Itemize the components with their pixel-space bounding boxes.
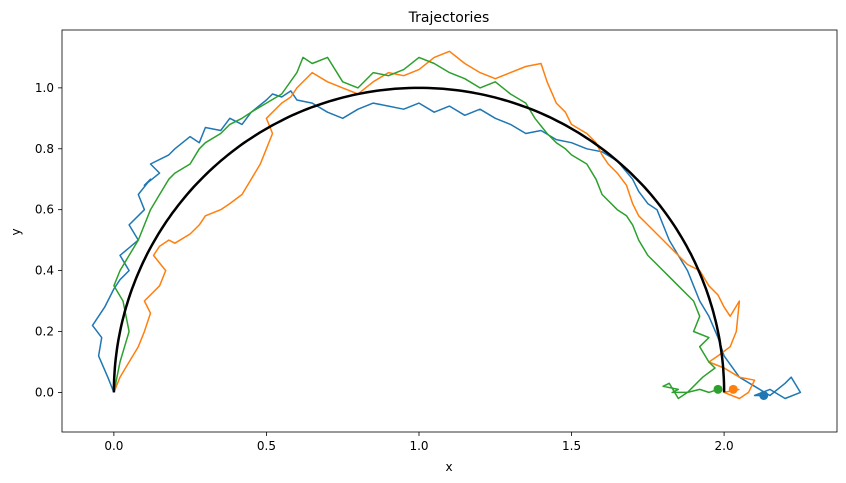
x-tick-label: 2.0 (715, 439, 734, 453)
trajectory-line-2 (113, 50, 756, 400)
y-tick-label: 0.6 (35, 203, 54, 217)
y-tick-label: 0.0 (35, 385, 54, 399)
x-tick-label: 0.5 (257, 439, 276, 453)
x-tick-label: 1.0 (409, 439, 428, 453)
y-tick-label: 0.2 (35, 325, 54, 339)
chart-title: Trajectories (408, 10, 490, 26)
y-tick-label: 1.0 (35, 81, 54, 95)
plot-area: 0.0 0.5 1.0 1.5 2.0 0.0 0.2 0.4 0.6 0.8 1.0 (35, 29, 838, 453)
endpoint-marker-2 (728, 384, 738, 394)
trajectory-line-1 (91, 90, 802, 400)
trajectory-line-3 (113, 56, 719, 400)
reference-semicircle (112, 86, 726, 393)
y-tick-label: 0.4 (35, 264, 54, 278)
y-axis-label: y (9, 228, 23, 235)
plot-frame (61, 29, 838, 433)
endpoint-marker-3 (713, 384, 723, 394)
x-tick-label: 0.0 (104, 439, 123, 453)
x-tick-label: 1.5 (562, 439, 581, 453)
endpoint-marker-1 (759, 390, 769, 400)
x-axis-label: x (445, 460, 452, 474)
y-tick-label: 0.8 (35, 142, 54, 156)
